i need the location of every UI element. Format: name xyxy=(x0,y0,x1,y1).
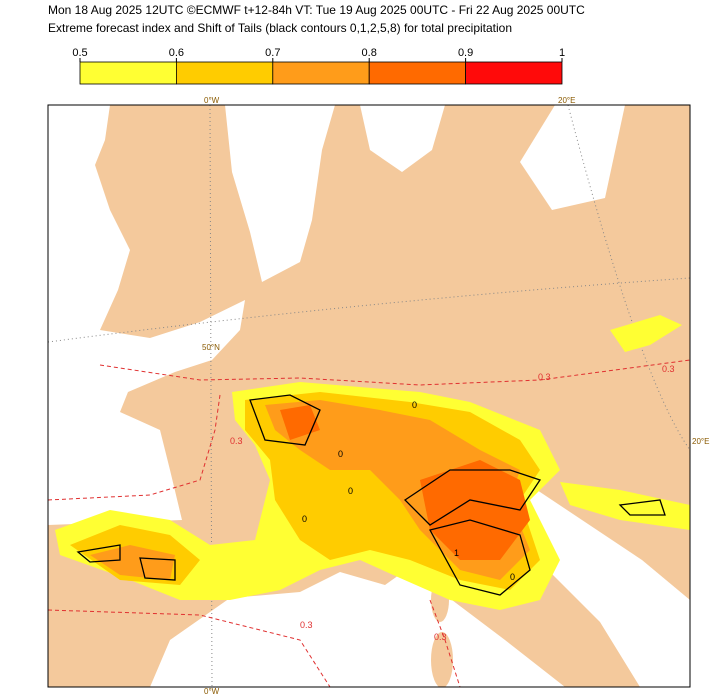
map xyxy=(48,105,690,687)
colorbar-tick-label: 0.6 xyxy=(169,47,184,59)
graticule xyxy=(48,105,690,687)
contour-labels: 0.3 0.3 0.3 0.3 0.3 0 0 0 0 0 1 xyxy=(230,364,675,642)
title-line-1: Mon 18 Aug 2025 12UTC ©ECMWF t+12-84h VT… xyxy=(48,3,585,17)
colorbar: 0.5 0.6 0.7 0.8 0.9 1 xyxy=(72,47,565,85)
contour-label: 0 xyxy=(302,514,307,524)
lon-label: 20°E xyxy=(692,437,709,446)
lon-label: 0°W xyxy=(204,96,220,105)
lon-label: 0°W xyxy=(204,687,220,695)
contour-label: 0.3 xyxy=(662,364,675,374)
lon-label: 20°E xyxy=(558,96,575,105)
contour-label: 0.3 xyxy=(300,620,313,630)
title-line-2: Extreme forecast index and Shift of Tail… xyxy=(48,21,512,35)
colorbar-segment xyxy=(175,61,274,85)
sot-contours xyxy=(76,394,666,596)
colorbar-segment xyxy=(79,61,177,85)
lat-label: 50°N xyxy=(202,343,220,352)
colorbar-tick-label: 0.8 xyxy=(362,47,377,59)
contour-label: 0.3 xyxy=(230,436,243,446)
contour-label: 0 xyxy=(348,486,353,496)
precipitation xyxy=(55,315,690,610)
colorbar-segment xyxy=(272,61,370,85)
contour-label: 0.3 xyxy=(538,372,551,382)
contour-label: 0.3 xyxy=(434,632,447,642)
colorbar-tick-label: 0.7 xyxy=(265,47,280,59)
colorbar-segment xyxy=(465,61,563,85)
colorbar-tick-label: 0.5 xyxy=(72,47,87,59)
contour-label: 0 xyxy=(510,572,515,582)
colorbar-tick-label: 0.9 xyxy=(458,47,473,59)
map-frame xyxy=(47,104,691,688)
colorbar-segment xyxy=(368,61,467,85)
efi-0.3-contours xyxy=(48,359,690,687)
contour-label: 0 xyxy=(338,449,343,459)
contour-label: 1 xyxy=(454,548,459,558)
sea xyxy=(48,105,690,687)
colorbar-tick-label: 1 xyxy=(559,47,565,59)
contour-label: 0 xyxy=(412,400,417,410)
